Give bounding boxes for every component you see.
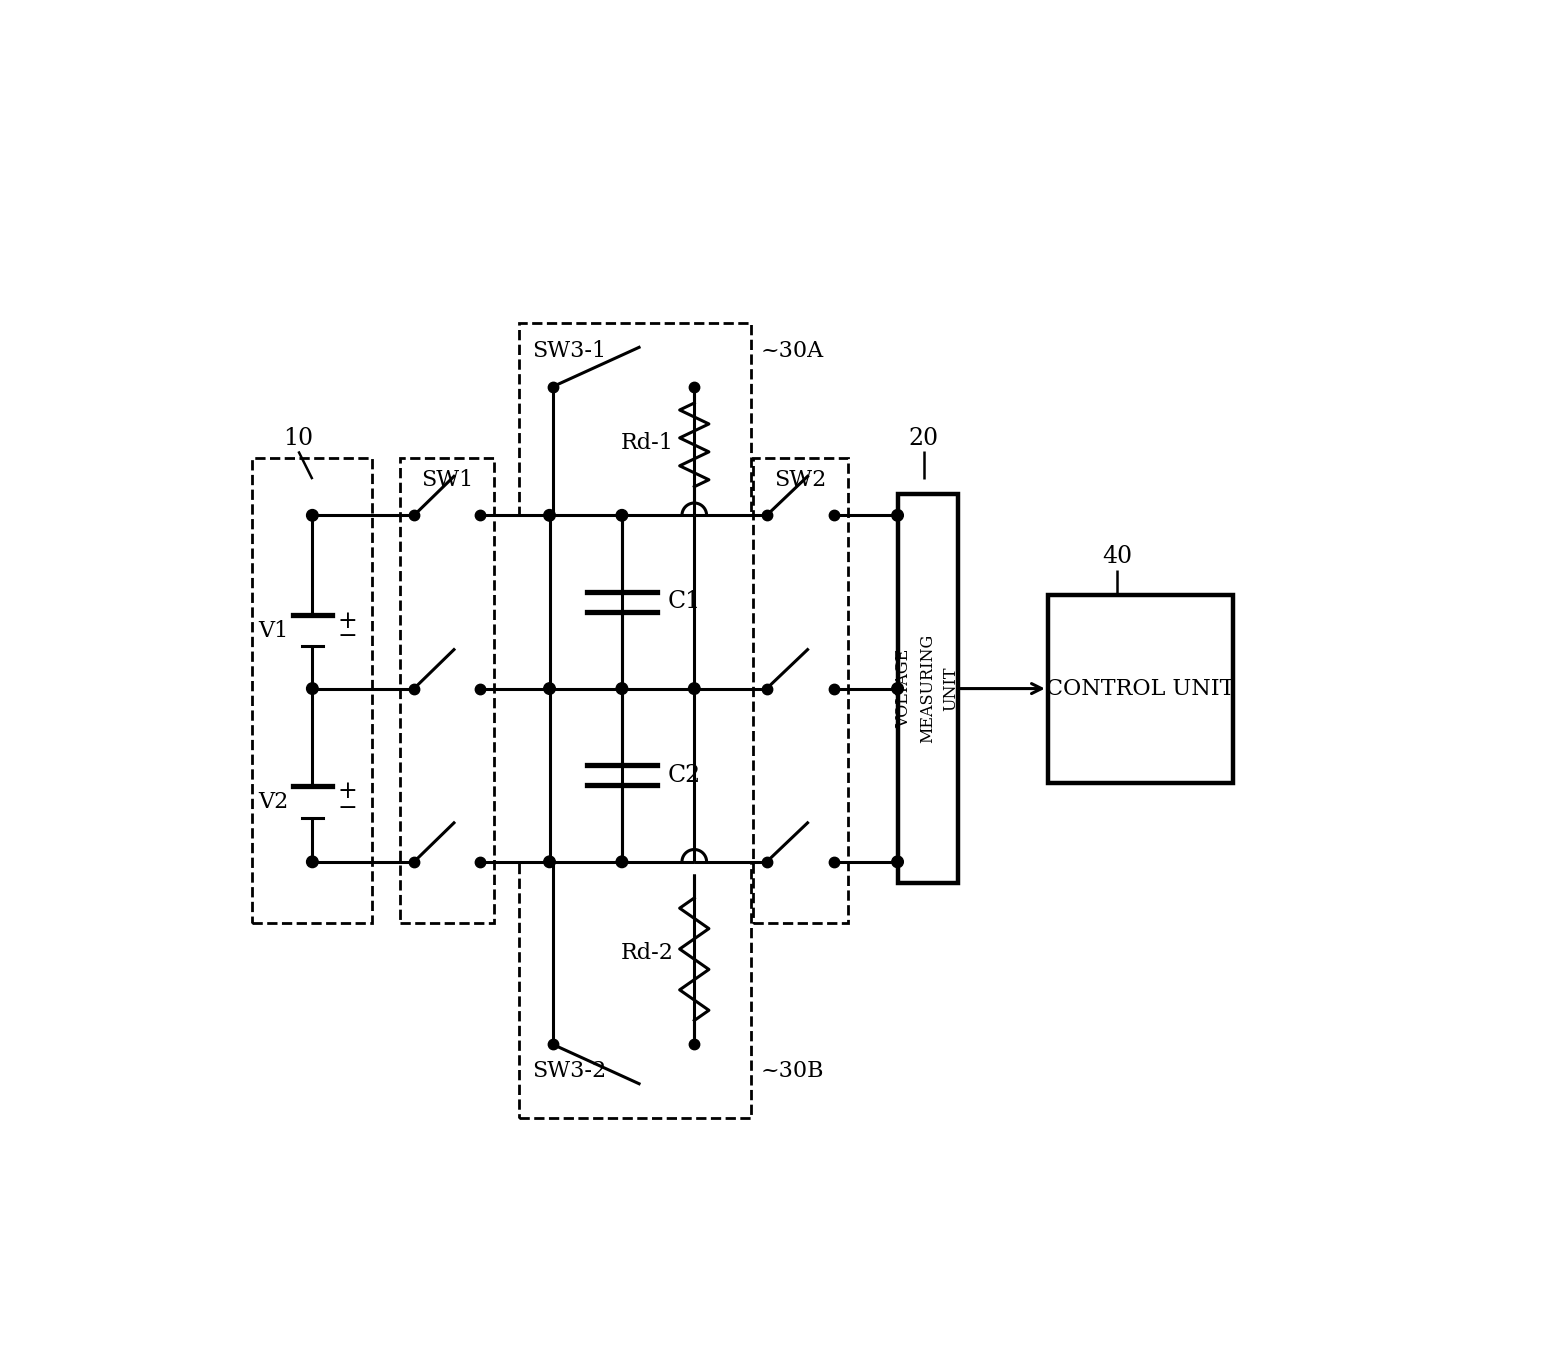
Bar (252, 458, 372, 923)
Text: −: − (337, 625, 357, 648)
Circle shape (892, 509, 903, 522)
Circle shape (543, 509, 556, 522)
Text: Rd-2: Rd-2 (621, 943, 675, 964)
Bar (753, 458, 848, 923)
Circle shape (616, 857, 628, 868)
Text: CONTROL UNIT: CONTROL UNIT (1045, 677, 1234, 700)
Bar (1048, 595, 1232, 783)
Text: Rd-1: Rd-1 (621, 432, 675, 455)
Text: C2: C2 (669, 764, 701, 787)
Text: SW2: SW2 (775, 469, 826, 490)
Text: ~30A: ~30A (761, 339, 823, 362)
Text: V2: V2 (258, 791, 289, 813)
Bar (519, 323, 752, 515)
Circle shape (307, 682, 318, 695)
Circle shape (543, 682, 556, 695)
Circle shape (616, 509, 628, 522)
Circle shape (689, 682, 699, 695)
Text: −: − (337, 797, 357, 820)
Text: C1: C1 (669, 591, 701, 613)
Text: +: + (337, 780, 357, 804)
Bar (897, 494, 957, 884)
Bar (519, 862, 752, 1118)
Text: 10: 10 (284, 426, 313, 449)
Circle shape (307, 509, 318, 522)
Circle shape (616, 682, 628, 695)
Circle shape (892, 682, 903, 695)
Text: SW3-2: SW3-2 (533, 1061, 607, 1083)
Text: ~30B: ~30B (761, 1061, 824, 1083)
Circle shape (543, 857, 556, 868)
Text: SW3-1: SW3-1 (533, 339, 607, 362)
Text: V1: V1 (258, 620, 289, 642)
Circle shape (307, 857, 318, 868)
Circle shape (892, 857, 903, 868)
Text: 20: 20 (909, 426, 939, 449)
Text: +: + (337, 610, 357, 633)
Text: SW1: SW1 (422, 469, 472, 490)
Bar (400, 458, 494, 923)
Text: 40: 40 (1102, 545, 1132, 568)
Text: VOLTAGE
MEASURING
UNIT: VOLTAGE MEASURING UNIT (896, 633, 959, 744)
